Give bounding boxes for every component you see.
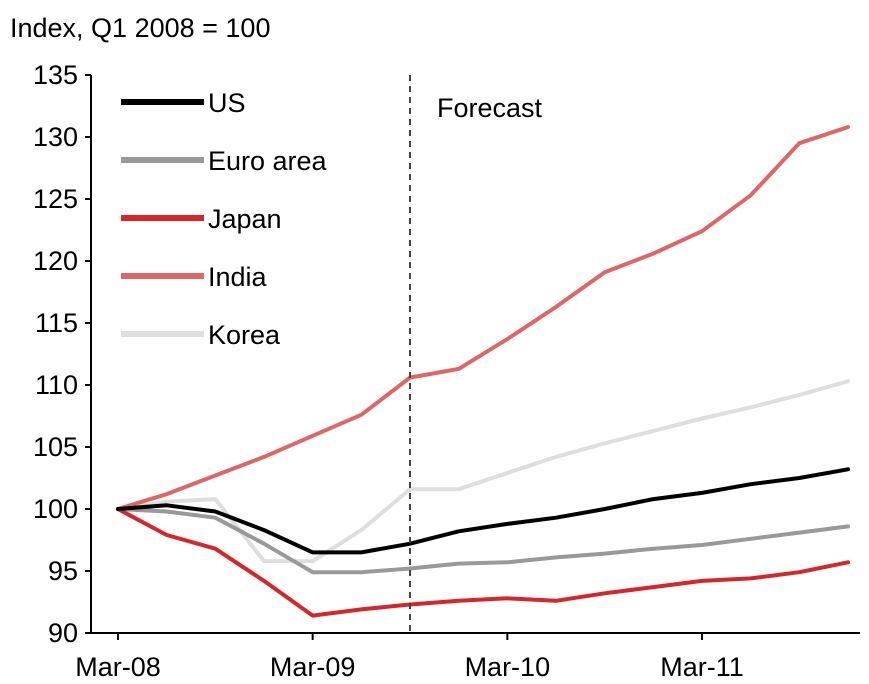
legend: US Euro area Japan India Korea [121,88,328,350]
x-tick-label: Mar-11 [660,652,744,682]
y-tick-label: 95 [48,556,78,586]
legend-label-us: US [208,88,246,118]
series-line-japan [116,507,850,618]
series-line-euro-area [116,507,850,575]
y-tick-label: 115 [35,308,78,338]
y-tick-label: 135 [33,60,78,90]
legend-label-euro-area: Euro area [208,146,328,176]
y-unit-label: Index, Q1 2008 = 100 [10,13,270,43]
y-tick-label: 100 [33,494,78,524]
y-tick-label: 90 [48,618,78,648]
axes: 90 95 100 105 110 115 120 125 130 135 Mar-08 Mar-09… [33,60,860,682]
y-tick-label: 130 [33,122,78,152]
x-tick-label: Mar-10 [465,652,551,682]
series-line-us [116,467,850,555]
forecast-annotation: Forecast [437,93,543,123]
series-line-india [116,125,850,511]
legend-label-india: India [208,262,268,292]
y-tick-label: 105 [33,432,78,462]
y-tick-label: 120 [33,246,78,276]
legend-label-japan: Japan [208,204,282,234]
y-tick-label: 125 [33,184,78,214]
x-tick-label: Mar-08 [75,652,161,682]
series-lines [116,125,850,618]
x-tick-label: Mar-09 [270,652,356,682]
legend-label-korea: Korea [208,320,281,350]
y-tick-label: 110 [35,370,78,400]
